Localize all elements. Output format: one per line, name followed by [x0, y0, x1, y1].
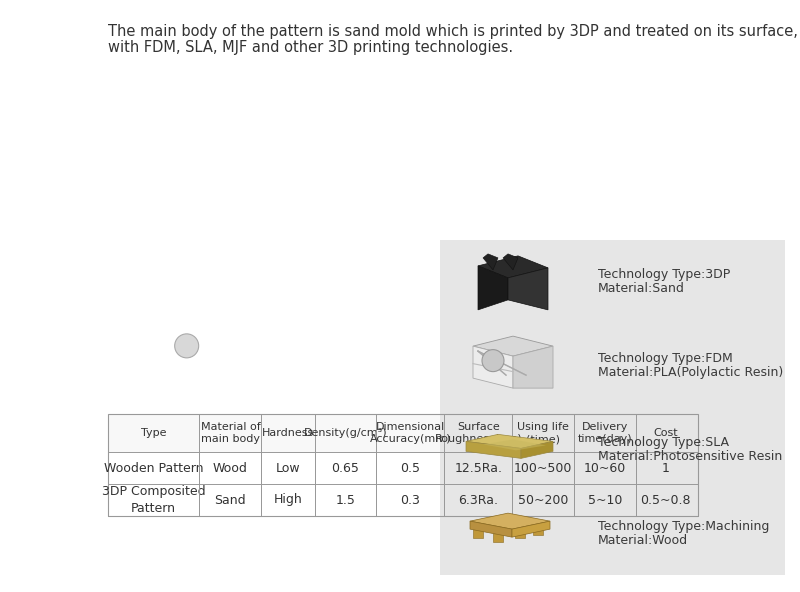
Text: Material:Wood: Material:Wood [598, 533, 688, 546]
Text: Surface
Roughness(μm): Surface Roughness(μm) [434, 422, 522, 444]
Text: The main body of the pattern is sand mold which is printed by 3DP and treated on: The main body of the pattern is sand mol… [108, 24, 800, 39]
Text: 0.5: 0.5 [400, 462, 420, 475]
Circle shape [178, 343, 189, 353]
Text: Wooden Pattern: Wooden Pattern [104, 462, 203, 475]
Polygon shape [478, 256, 548, 278]
Text: 3DP Composited
Pattern: 3DP Composited Pattern [102, 485, 206, 514]
Polygon shape [179, 339, 191, 347]
Text: 1: 1 [662, 462, 670, 475]
Polygon shape [466, 442, 521, 458]
Text: 5~10: 5~10 [588, 494, 622, 507]
Text: Material:PLA(Polylactic Resin): Material:PLA(Polylactic Resin) [598, 366, 783, 379]
Text: Low: Low [276, 462, 300, 475]
Polygon shape [513, 346, 553, 388]
Polygon shape [184, 345, 188, 346]
Polygon shape [533, 526, 543, 535]
Polygon shape [185, 345, 190, 346]
Polygon shape [186, 345, 188, 347]
Circle shape [482, 350, 504, 372]
Polygon shape [512, 521, 550, 537]
Text: 100~500: 100~500 [514, 462, 572, 475]
Bar [108, 414, 698, 516]
Text: Hardness: Hardness [262, 428, 314, 438]
Bar [440, 240, 785, 575]
Polygon shape [182, 347, 185, 348]
Text: Material of
main body: Material of main body [201, 422, 260, 444]
Text: Technology Type:3DP: Technology Type:3DP [598, 268, 730, 281]
Polygon shape [503, 254, 518, 270]
Polygon shape [181, 339, 193, 348]
Polygon shape [466, 435, 553, 448]
Text: 0.3: 0.3 [401, 494, 420, 507]
Circle shape [174, 334, 198, 358]
Polygon shape [470, 521, 512, 537]
Polygon shape [178, 339, 190, 348]
Text: 1.5: 1.5 [335, 494, 355, 507]
Polygon shape [470, 513, 550, 529]
Text: with FDM, SLA, MJF and other 3D printing technologies.: with FDM, SLA, MJF and other 3D printing… [108, 40, 513, 55]
Text: Delivery
time(day): Delivery time(day) [578, 422, 632, 444]
Polygon shape [508, 268, 548, 310]
Text: Material:Sand: Material:Sand [598, 282, 685, 295]
Text: Type: Type [141, 428, 166, 438]
Text: 0.65: 0.65 [331, 462, 359, 475]
Text: Using life
(time): Using life (time) [517, 422, 569, 444]
Text: 10~60: 10~60 [584, 462, 626, 475]
Text: Density(g/cm³): Density(g/cm³) [304, 428, 387, 438]
Text: Technology Type:FDM: Technology Type:FDM [598, 352, 733, 365]
Text: 0.5~0.8: 0.5~0.8 [640, 494, 691, 507]
Polygon shape [515, 529, 525, 538]
Circle shape [181, 341, 191, 351]
Polygon shape [473, 336, 553, 356]
Polygon shape [473, 346, 513, 388]
Text: 12.5Ra.: 12.5Ra. [454, 462, 502, 475]
Polygon shape [521, 442, 553, 458]
Text: 50~200: 50~200 [518, 494, 568, 507]
Text: Technology Type:Machining: Technology Type:Machining [598, 520, 770, 533]
Text: Material:Photosensitive Resin: Material:Photosensitive Resin [598, 450, 782, 463]
Polygon shape [184, 345, 188, 347]
Polygon shape [493, 533, 503, 542]
Text: Sand: Sand [214, 494, 246, 507]
Circle shape [181, 342, 191, 352]
Text: High: High [274, 494, 302, 507]
Bar [108, 414, 698, 452]
Polygon shape [186, 345, 190, 346]
Circle shape [183, 340, 194, 350]
Polygon shape [184, 346, 188, 348]
Polygon shape [483, 439, 546, 451]
Polygon shape [473, 529, 483, 538]
Polygon shape [186, 345, 188, 347]
Text: Wood: Wood [213, 462, 248, 475]
Text: Dimensional
Accuracy(mm): Dimensional Accuracy(mm) [370, 422, 451, 444]
Polygon shape [182, 338, 194, 346]
Polygon shape [483, 254, 498, 270]
Polygon shape [186, 345, 188, 348]
Text: Cost: Cost [654, 428, 678, 438]
Text: 6.3Ra.: 6.3Ra. [458, 494, 498, 507]
Polygon shape [187, 345, 190, 348]
Polygon shape [186, 345, 188, 348]
Polygon shape [478, 266, 508, 310]
Text: Technology Type:SLA: Technology Type:SLA [598, 436, 729, 449]
Polygon shape [182, 345, 190, 348]
